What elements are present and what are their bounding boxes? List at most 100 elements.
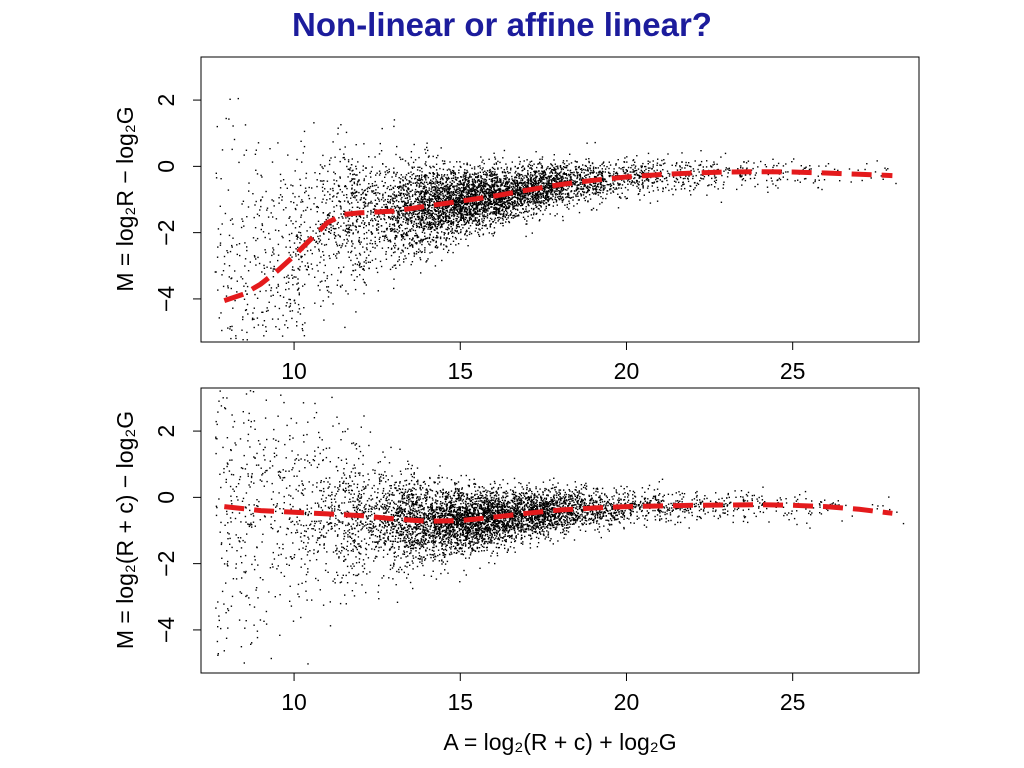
scatter-point [501, 199, 504, 201]
scatter-point [315, 206, 318, 208]
scatter-point [544, 173, 547, 176]
scatter-point [399, 210, 402, 212]
scatter-point [306, 250, 309, 252]
scatter-point [409, 242, 411, 244]
scatter-point [550, 193, 552, 195]
scatter-point [552, 169, 555, 171]
scatter-point [427, 224, 430, 226]
scatter-point [357, 161, 359, 163]
scatter-point [405, 222, 407, 224]
scatter-point [486, 201, 488, 203]
scatter-point [494, 177, 497, 179]
scatter-point [378, 200, 381, 202]
scatter-point [560, 197, 562, 200]
scatter-point [223, 263, 226, 265]
scatter-point [753, 162, 755, 164]
scatter-point [821, 188, 823, 191]
scatter-point [460, 210, 462, 212]
scatter-point [492, 221, 494, 223]
scatter-point [362, 192, 364, 195]
scatter-point [367, 261, 370, 263]
scatter-point [278, 307, 281, 310]
scatter-point [374, 205, 377, 208]
scatter-point [329, 224, 331, 226]
scatter-point [342, 229, 344, 231]
scatter-point [476, 193, 478, 195]
scatter-point [457, 201, 459, 203]
scatter-point [599, 170, 601, 172]
scatter-point [403, 258, 405, 260]
scatter-point [400, 186, 402, 188]
scatter-point [359, 183, 361, 186]
scatter-point [443, 234, 445, 236]
scatter-point [764, 164, 766, 166]
scatter-point [652, 166, 654, 168]
scatter-point [261, 196, 264, 198]
scatter-point [429, 217, 432, 219]
scatter-point [485, 202, 487, 204]
scatter-point [455, 213, 458, 215]
scatter-point [541, 192, 543, 195]
scatter-point [411, 174, 413, 176]
scatter-point [389, 228, 392, 230]
scatter-point [530, 160, 533, 162]
scatter-point [296, 325, 298, 327]
scatter-point [217, 246, 219, 248]
scatter-point [697, 183, 700, 185]
scatter-point [752, 167, 754, 170]
scatter-point [339, 236, 341, 238]
scatter-point [510, 203, 512, 206]
scatter-point [464, 216, 467, 219]
scatter-point [298, 294, 300, 296]
scatter-point [580, 168, 583, 170]
scatter-point [737, 168, 739, 170]
scatter-point [374, 240, 376, 243]
scatter-point [500, 204, 503, 206]
scatter-point [498, 204, 500, 206]
scatter-point [442, 223, 444, 225]
scatter-point [415, 253, 418, 255]
scatter-point [558, 187, 560, 189]
scatter-point [228, 265, 231, 267]
scatter-point [419, 192, 421, 195]
scatter-point [435, 218, 437, 220]
scatter-point [482, 215, 484, 217]
scatter-point [348, 168, 350, 170]
scatter-point [374, 199, 377, 201]
scatter-point [490, 180, 492, 182]
scatter-point [446, 178, 449, 180]
scatter-point [453, 181, 455, 183]
scatter-point [531, 192, 534, 194]
scatter-point [610, 188, 612, 190]
scatter-point [456, 215, 458, 217]
scatter-point [659, 179, 661, 181]
scatter-point [609, 183, 612, 185]
scatter-point [518, 163, 521, 165]
scatter-point [496, 179, 499, 182]
scatter-point [430, 184, 432, 186]
scatter-point [371, 202, 373, 204]
scatter-point [329, 159, 331, 162]
scatter-point [536, 166, 538, 169]
scatter-point [411, 245, 414, 247]
scatter-point [548, 184, 550, 187]
scatter-point [495, 199, 497, 202]
scatter-point [383, 235, 385, 237]
scatter-point [325, 243, 328, 246]
scatter-point [690, 185, 692, 187]
scatter-point [414, 193, 416, 195]
scatter-point [256, 173, 259, 175]
scatter-point [581, 183, 583, 185]
scatter-point [437, 206, 439, 209]
scatter-point [445, 199, 447, 201]
scatter-point [458, 192, 461, 194]
scatter-point [444, 190, 446, 192]
scatter-point [352, 193, 354, 195]
scatter-point [618, 167, 620, 169]
scatter-point [714, 186, 716, 188]
scatter-point [787, 171, 789, 173]
scatter-point [479, 202, 481, 204]
scatter-point [426, 210, 428, 212]
scatter-point [535, 193, 537, 196]
scatter-point [407, 162, 410, 164]
